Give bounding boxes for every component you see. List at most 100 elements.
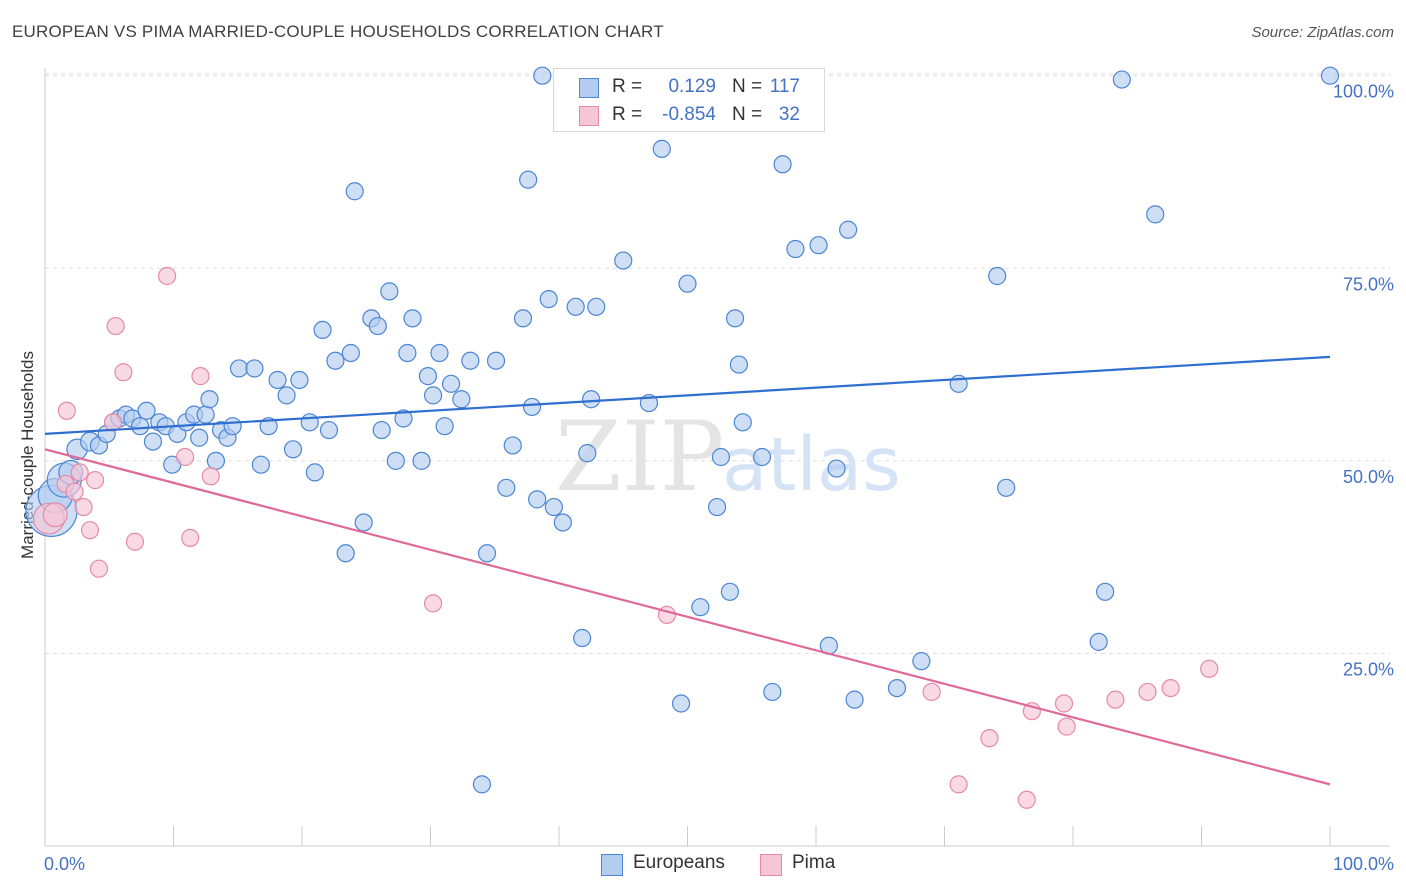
europeans-point	[341, 343, 360, 363]
europeans-point	[336, 544, 355, 563]
europeans-point	[283, 440, 303, 459]
pima-point	[175, 447, 195, 467]
n-label: N =	[732, 104, 763, 125]
europeans-point	[578, 444, 597, 463]
europeans-point	[398, 343, 417, 363]
europeans-legend-label: Europeans	[633, 852, 725, 873]
europeans-point	[533, 66, 552, 85]
pima-point	[80, 521, 100, 540]
europeans-point	[725, 309, 745, 328]
europeans-point	[1112, 70, 1131, 89]
europeans-point	[539, 289, 558, 309]
europeans-point	[544, 497, 563, 517]
r-value: 0.129	[668, 76, 716, 97]
pima-swatch	[579, 106, 599, 126]
source-credit: Source: ZipAtlas.com	[1251, 24, 1394, 41]
europeans-point	[130, 417, 150, 436]
europeans-point	[372, 420, 391, 440]
europeans-point	[326, 351, 345, 370]
europeans-point	[997, 478, 1016, 497]
europeans-point	[553, 513, 572, 532]
axes	[44, 68, 1390, 847]
pima-point	[74, 497, 93, 517]
europeans-point	[223, 417, 242, 436]
y-tick-label: 25.0%	[1343, 659, 1394, 679]
europeans-point	[729, 355, 749, 374]
europeans-point	[486, 351, 506, 370]
europeans-point	[988, 266, 1007, 286]
europeans-point	[1089, 632, 1108, 651]
europeans-point	[671, 694, 691, 713]
trend-lines	[44, 355, 1331, 786]
europeans-point	[763, 682, 782, 702]
europeans-point	[196, 405, 215, 424]
europeans-point	[386, 451, 405, 470]
x-tick-label-min: 0.0%	[44, 854, 85, 874]
europeans-point	[206, 451, 226, 470]
europeans-point	[573, 628, 592, 648]
legend-row-europeans: R = 0.129 N = 117	[554, 73, 824, 101]
pima-point	[125, 532, 145, 551]
europeans-point	[143, 432, 163, 451]
pima-trend-line	[44, 448, 1331, 786]
europeans-point	[461, 351, 480, 370]
europeans-point	[652, 139, 671, 158]
europeans-point	[566, 297, 585, 316]
europeans-point	[773, 155, 792, 174]
n-value: 117	[769, 76, 800, 97]
europeans-point	[1146, 205, 1165, 224]
europeans-point	[290, 370, 309, 390]
pima-point	[89, 559, 109, 578]
europeans-point	[678, 274, 697, 293]
europeans-point	[522, 397, 542, 417]
y-tick-label: 100.0%	[1333, 82, 1394, 102]
europeans-point	[229, 359, 249, 378]
europeans-point	[190, 428, 209, 447]
pima-point	[1161, 678, 1180, 698]
pima-point	[65, 482, 84, 501]
europeans-point	[503, 436, 522, 455]
europeans-point	[412, 451, 431, 470]
pima-point	[106, 316, 125, 336]
europeans-point	[691, 598, 710, 617]
pima-point	[423, 594, 443, 613]
europeans-point	[380, 282, 399, 301]
pima-point	[1106, 690, 1125, 709]
europeans-point	[345, 182, 364, 201]
pima-point	[922, 682, 941, 702]
pima-point	[201, 467, 220, 486]
europeans-point	[137, 401, 156, 420]
europeans-point	[720, 582, 740, 601]
n-label: N =	[732, 76, 763, 97]
pima-point	[1200, 659, 1219, 678]
stats-legend: R = 0.129 N = 117 R = -0.854 N = 32	[553, 68, 825, 132]
europeans-point	[313, 320, 332, 340]
pima-point	[1017, 790, 1036, 809]
europeans-point	[827, 459, 846, 478]
chart-title: EUROPEAN VS PIMA MARRIED-COUPLE HOUSEHOL…	[12, 22, 664, 41]
europeans-point	[251, 455, 270, 474]
europeans-point	[711, 447, 731, 467]
pima-point	[1057, 717, 1076, 736]
y-tick-label: 50.0%	[1343, 467, 1394, 487]
gridlines	[45, 73, 1390, 654]
europeans-point	[1096, 582, 1115, 601]
pima-point	[57, 401, 76, 420]
r-value: -0.854	[662, 104, 716, 125]
europeans-point	[1320, 66, 1340, 85]
pima-point	[1138, 682, 1157, 702]
europeans-point	[472, 775, 491, 794]
europeans-point	[887, 678, 907, 698]
europeans-point	[582, 390, 601, 409]
europeans-swatch	[579, 78, 599, 98]
pima-point	[181, 528, 200, 547]
pima-point	[104, 413, 123, 432]
europeans-point	[809, 236, 828, 255]
europeans-point	[300, 413, 319, 432]
pima-legend-swatch	[760, 854, 782, 876]
pima-point	[191, 367, 210, 386]
europeans-point	[435, 417, 454, 436]
x-tick-label-max: 100.0%	[1333, 854, 1394, 874]
pima-legend-label: Pima	[792, 852, 836, 873]
